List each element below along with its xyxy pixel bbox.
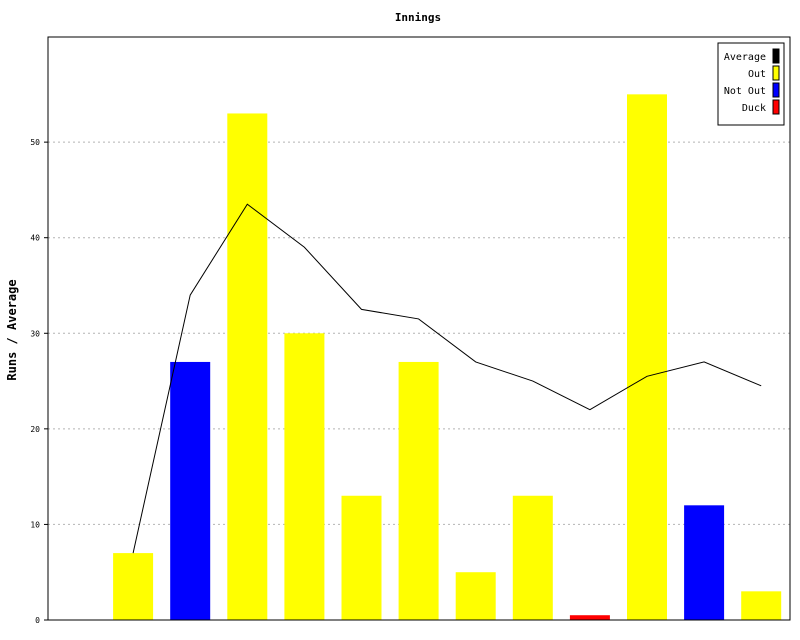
legend-label: Duck	[742, 103, 766, 114]
bar-out	[284, 333, 325, 620]
y-tick-label: 40	[30, 234, 40, 243]
y-axis-ticks: 0 10 20 30 40 50	[30, 138, 48, 625]
legend: Average Out Not Out Duck	[717, 42, 785, 126]
bar-out	[455, 572, 496, 620]
bar-out	[113, 553, 154, 620]
y-tick-label: 50	[30, 138, 40, 147]
legend-swatch	[772, 99, 780, 115]
chart-title: Innings	[395, 11, 441, 24]
average-line	[132, 203, 762, 554]
bar-duck	[569, 615, 610, 620]
legend-label: Out	[748, 69, 766, 80]
bar-out	[341, 495, 382, 620]
y-axis-label: Runs / Average	[5, 279, 19, 380]
y-tick-label: 20	[30, 425, 40, 434]
legend-label: Average	[724, 52, 766, 63]
bar-out	[627, 94, 667, 621]
y-tick-label: 10	[30, 520, 40, 529]
bar-out	[741, 591, 782, 620]
bars	[113, 94, 782, 621]
bar-out	[398, 361, 439, 620]
plot-frame	[47, 36, 791, 621]
legend-swatch	[772, 65, 780, 81]
bar-out	[227, 113, 268, 620]
legend-swatch	[772, 82, 780, 98]
y-tick-label: 0	[35, 616, 40, 625]
legend-swatch	[772, 48, 780, 64]
bar-not-out	[170, 361, 211, 620]
legend-label: Not Out	[724, 86, 766, 97]
bar-out	[512, 495, 553, 620]
bar-not-out	[684, 505, 725, 620]
y-tick-label: 30	[30, 329, 40, 338]
